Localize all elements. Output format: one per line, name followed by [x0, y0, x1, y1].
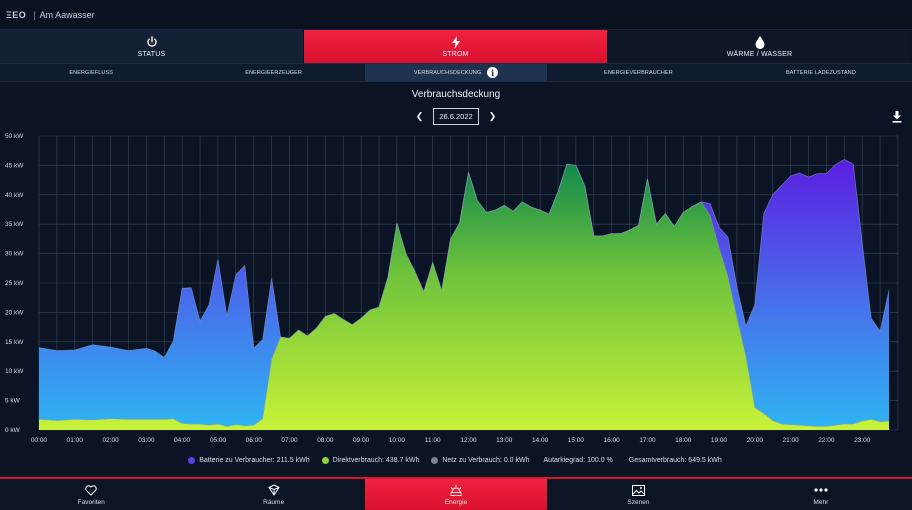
download-icon[interactable]	[892, 111, 902, 123]
legend-direct[interactable]: Direktverbrauch: 438.7 kWh	[321, 457, 420, 464]
app-logo: ΞEO	[6, 9, 27, 20]
nav-szenen[interactable]: Szenen	[547, 479, 729, 510]
title-separator: |	[33, 9, 36, 20]
autarky-value: Autarkiegrad: 100.0 %	[543, 457, 613, 464]
date-field[interactable]: 26.6.2022	[433, 108, 479, 125]
legend-direct-dot	[321, 457, 329, 464]
legend-battery-label: Batterie zu Verbraucher: 211.5 kWh	[199, 457, 310, 464]
legend-battery[interactable]: Batterie zu Verbraucher: 211.5 kWh	[188, 457, 310, 464]
x-tick-label: 21:00	[782, 437, 799, 444]
tab-strom-label: STROM	[442, 51, 469, 58]
y-tick-label: 5 kW	[5, 398, 21, 405]
subtab-energieverbraucher[interactable]: ENERGIEVERBRAUCHER	[604, 69, 673, 76]
chart-areas	[38, 159, 890, 430]
nav-energie[interactable]: Energie	[364, 479, 548, 510]
subtab-energieerzeuger[interactable]: ENERGIEERZEUGER	[245, 69, 303, 76]
y-tick-label: 10 kW	[5, 368, 24, 375]
x-tick-label: 20:00	[747, 437, 764, 444]
legend-direct-label: Direktverbrauch: 438.7 kWh	[332, 457, 420, 464]
legend-grid-label: Netz zu Verbrauch: 0.0 kWh	[442, 457, 530, 464]
sun-energy-icon	[449, 484, 463, 497]
legend-battery-dot	[188, 457, 196, 464]
total-consumption-value: Gesamtverbrauch: 649.5 kWh	[628, 457, 722, 464]
y-tick-label: 15 kW	[5, 339, 24, 346]
y-tick-label: 20 kW	[5, 309, 24, 316]
x-tick-label: 05:00	[210, 437, 227, 444]
x-tick-label: 08:00	[317, 437, 334, 444]
nav-mehr-label: Mehr	[813, 498, 829, 506]
power-icon	[146, 35, 158, 49]
tab-status-label: STATUS	[137, 51, 166, 58]
x-tick-label: 15:00	[568, 437, 585, 444]
tab-waerme-label: WÄRME / WASSER	[726, 51, 793, 58]
x-tick-label: 11:00	[425, 437, 441, 444]
x-axis: 00:00 01:00 02:00 03:00 04:00 05:00 06:00 07:00…	[31, 437, 871, 444]
x-tick-label: 12:00	[460, 437, 477, 444]
sub-tabs: ENERGIEFLUSS ENERGIEERZEUGER VERBRAUCHSD…	[0, 63, 912, 82]
chart-legend: Batterie zu Verbraucher: 211.5 kWh Direk…	[0, 457, 912, 464]
tab-strom[interactable]: STROM	[304, 30, 608, 63]
subtab-verbrauchsdeckung-label: VERBRAUCHSDECKUNG	[413, 69, 482, 76]
y-tick-label: 50 kW	[5, 133, 24, 140]
subtab-energiefluss[interactable]: ENERGIEFLUSS	[69, 69, 114, 76]
top-bar: ΞEO | Am Aawasser	[0, 0, 912, 30]
nav-favoriten[interactable]: Favoriten	[0, 479, 182, 510]
nav-raeume-label: Räume	[263, 498, 285, 506]
x-tick-label: 18:00	[675, 437, 692, 444]
date-navigator: ❮ 26.6.2022 ❯	[0, 108, 912, 125]
cube-icon	[267, 484, 280, 497]
location-title[interactable]: Am Aawasser	[39, 9, 95, 20]
legend-grid-dot	[431, 457, 439, 464]
x-tick-label: 07:00	[281, 437, 298, 444]
y-tick-label: 0 kW	[5, 427, 21, 434]
x-tick-label: 01:00	[67, 437, 84, 444]
x-tick-label: 04:00	[174, 437, 191, 444]
more-dots-icon	[814, 484, 828, 497]
x-tick-label: 17:00	[639, 437, 656, 444]
x-tick-label: 09:00	[353, 437, 370, 444]
heart-icon	[85, 484, 97, 497]
nav-energie-label: Energie	[444, 498, 468, 506]
drop-icon	[755, 35, 765, 49]
nav-szenen-label: Szenen	[627, 498, 650, 506]
y-tick-label: 40 kW	[5, 192, 24, 199]
series-battery-area[interactable]	[39, 159, 890, 427]
consumption-chart: 0 kW 5 kW 10 kW 15 kW 20 kW 25 kW 30 kW 35 kW 40…	[5, 133, 899, 444]
x-tick-label: 23:00	[854, 437, 871, 444]
subtab-batterie-ladezustand[interactable]: BATTERIE LADEZUSTAND	[785, 69, 856, 76]
x-tick-label: 02:00	[102, 437, 119, 444]
main-tabs: STATUS STROM WÄRME / WASSER	[0, 30, 912, 63]
series-direct-line	[38, 163, 890, 427]
x-tick-label: 10:00	[389, 437, 406, 444]
x-tick-label: 19:00	[711, 437, 728, 444]
legend-grid[interactable]: Netz zu Verbrauch: 0.0 kWh	[431, 457, 530, 464]
lightning-icon	[451, 35, 461, 49]
tab-waerme-wasser[interactable]: WÄRME / WASSER	[608, 30, 912, 63]
bottom-navigation: Favoriten Räume Energie Szenen Mehr	[0, 477, 912, 510]
y-tick-label: 25 kW	[5, 280, 24, 287]
x-tick-label: 06:00	[246, 437, 263, 444]
x-tick-label: 03:00	[138, 437, 155, 444]
subtab-verbrauchsdeckung[interactable]: VERBRAUCHSDECKUNG i	[364, 64, 548, 81]
nav-favoriten-label: Favoriten	[77, 498, 105, 506]
chart-title: Verbrauchsdeckung	[411, 89, 501, 100]
x-tick-label: 00:00	[31, 437, 48, 444]
x-tick-label: 14:00	[532, 437, 549, 444]
previous-day-icon[interactable]: ❮	[415, 111, 424, 121]
next-day-icon[interactable]: ❯	[488, 111, 497, 121]
y-tick-label: 35 kW	[5, 221, 24, 228]
nav-mehr[interactable]: Mehr	[730, 479, 912, 510]
tab-status[interactable]: STATUS	[0, 30, 304, 63]
y-axis: 0 kW 5 kW 10 kW 15 kW 20 kW 25 kW 30 kW 35 kW 40…	[5, 133, 24, 434]
y-tick-label: 30 kW	[5, 251, 24, 258]
x-tick-label: 16:00	[604, 437, 621, 444]
x-tick-label: 22:00	[818, 437, 835, 444]
x-tick-label: 13:00	[496, 437, 513, 444]
info-icon[interactable]: i	[487, 67, 499, 78]
picture-icon	[631, 484, 645, 497]
series-direct-area[interactable]	[39, 164, 890, 430]
nav-raeume[interactable]: Räume	[182, 479, 364, 510]
y-tick-label: 45 kW	[5, 162, 24, 169]
